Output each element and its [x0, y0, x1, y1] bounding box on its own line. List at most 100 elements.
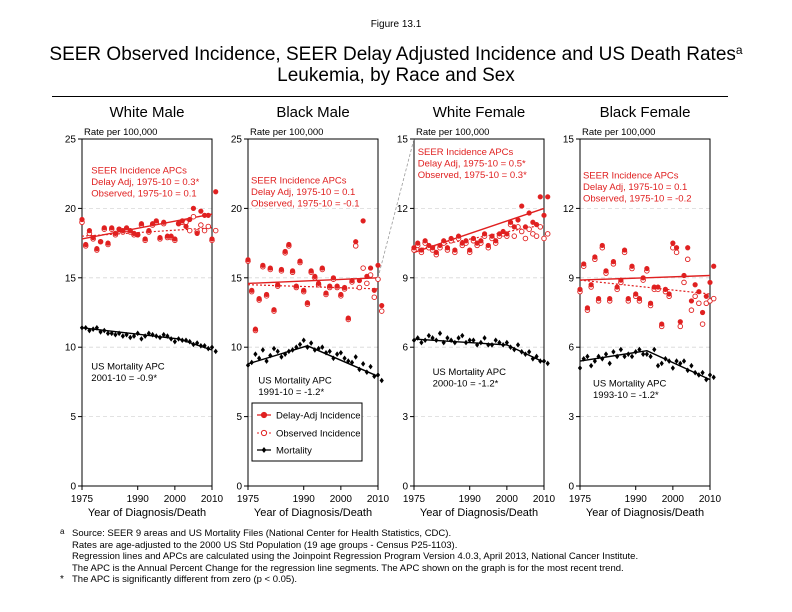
mortality-point: [426, 332, 431, 339]
mortality-point: [700, 369, 705, 376]
mortality-point: [253, 351, 258, 357]
mortality-point: [674, 358, 679, 364]
delay-adj-point: [511, 224, 517, 230]
y-tick-label: 0: [568, 482, 574, 493]
delay-adj-point: [135, 232, 141, 238]
mortality-point: [187, 338, 192, 345]
mortality-point: [102, 327, 107, 334]
mortality-point: [622, 353, 627, 360]
delay-adj-point: [289, 268, 296, 274]
mortality-point: [581, 355, 586, 362]
mortality-point: [327, 348, 332, 355]
mortality-point: [290, 347, 295, 353]
mortality-point: [711, 374, 716, 381]
delay-adj-point: [625, 296, 631, 302]
delay-adj-point: [334, 283, 340, 289]
observed-point: [186, 227, 193, 234]
delay-adj-point: [504, 231, 510, 237]
mortality-point: [508, 344, 513, 350]
delay-adj-point: [278, 266, 285, 273]
mortality-point: [449, 337, 454, 344]
incidence-apc-label: Observed, 1975-10 = 0.3*: [418, 170, 527, 181]
footnote-a: a Source: SEER 9 areas and US Mortality …: [60, 527, 760, 574]
delay-adj-point: [644, 265, 650, 272]
mortality-point: [113, 331, 118, 338]
mortality-point: [696, 372, 701, 378]
delay-adj-point: [659, 321, 665, 327]
delay-adj-point: [101, 225, 107, 231]
y-tick-label: 9: [568, 273, 574, 284]
observed-point: [699, 321, 706, 327]
mortality-point: [294, 344, 299, 350]
footnote-star: * The APC is significantly different fro…: [60, 574, 760, 586]
mortality-point: [626, 351, 631, 357]
mortality-point: [305, 344, 310, 350]
delay-adj-point: [161, 219, 167, 225]
mortality-point: [364, 369, 369, 375]
incidence-apc-label: SEER Incidence APCs: [91, 166, 187, 177]
mortality-point: [655, 362, 661, 369]
delay-adj-point: [282, 248, 288, 255]
mortality-point: [463, 339, 469, 346]
legend-label: Observed Incidence: [276, 429, 361, 440]
y-tick-label: 20: [65, 204, 77, 215]
mortality-point: [312, 347, 317, 353]
mortality-point: [202, 343, 207, 349]
mortality-apc-label: 2000-10 = -1.2*: [433, 378, 499, 389]
delay-adj-point: [252, 326, 259, 332]
mortality-point: [600, 355, 605, 362]
mortality-point: [268, 352, 273, 359]
legend-marker-observed: [260, 429, 268, 437]
legend: Delay-Adj Incidence Observed Incidence Mor…: [251, 402, 363, 462]
mortality-point: [704, 376, 709, 383]
chart-panel: Black Male Rate per 100,000 0 5 10 15 20 25 1975…: [231, 104, 390, 519]
observed-point: [681, 279, 687, 286]
delay-adj-point: [610, 259, 617, 265]
delay-adj-trend-line: [247, 277, 379, 285]
mortality-point: [271, 345, 277, 352]
delay-adj-point: [493, 238, 499, 244]
mortality-point: [286, 348, 291, 355]
delay-adj-point: [256, 296, 262, 302]
delay-adj-point: [545, 194, 551, 200]
mortality-point: [419, 339, 424, 346]
delay-adj-point: [142, 236, 148, 242]
delay-adj-point: [655, 284, 661, 290]
mortality-point: [249, 359, 254, 366]
x-tick-label: 2010: [699, 494, 722, 505]
mortality-point: [91, 326, 96, 332]
delay-adj-point: [618, 277, 624, 283]
delay-adj-point: [530, 219, 536, 225]
observed-point: [541, 235, 547, 242]
delay-adj-point: [304, 300, 311, 306]
mortality-point: [198, 343, 203, 349]
mortality-point: [456, 335, 461, 341]
observed-point: [201, 227, 208, 234]
mortality-point: [135, 330, 140, 337]
mortality-point: [615, 353, 620, 360]
mortality-point: [206, 345, 211, 352]
delay-adj-point: [123, 225, 130, 231]
mortality-apc-label: US Mortality APC: [91, 361, 165, 372]
delay-adj-point: [711, 263, 717, 269]
y-axis-label: Rate per 100,000: [582, 127, 655, 138]
mortality-point: [475, 342, 480, 348]
mortality-point: [79, 324, 85, 331]
delay-adj-point: [249, 287, 255, 293]
delay-adj-point: [205, 212, 211, 218]
mortality-point: [180, 337, 185, 344]
delay-adj-point: [522, 224, 529, 230]
footnote-mark-a: a: [60, 527, 65, 536]
delay-adj-point: [673, 245, 680, 251]
delay-adj-point: [105, 240, 111, 246]
mortality-point: [124, 331, 129, 338]
delay-adj-point: [485, 242, 491, 249]
x-tick-label: 1990: [459, 494, 482, 505]
mortality-point: [139, 336, 144, 342]
delay-adj-point: [183, 223, 189, 230]
y-tick-label: 15: [397, 135, 409, 146]
observed-point: [371, 294, 378, 300]
x-tick-label: 1975: [403, 494, 426, 505]
mortality-point: [430, 335, 435, 341]
mortality-point: [471, 337, 476, 344]
